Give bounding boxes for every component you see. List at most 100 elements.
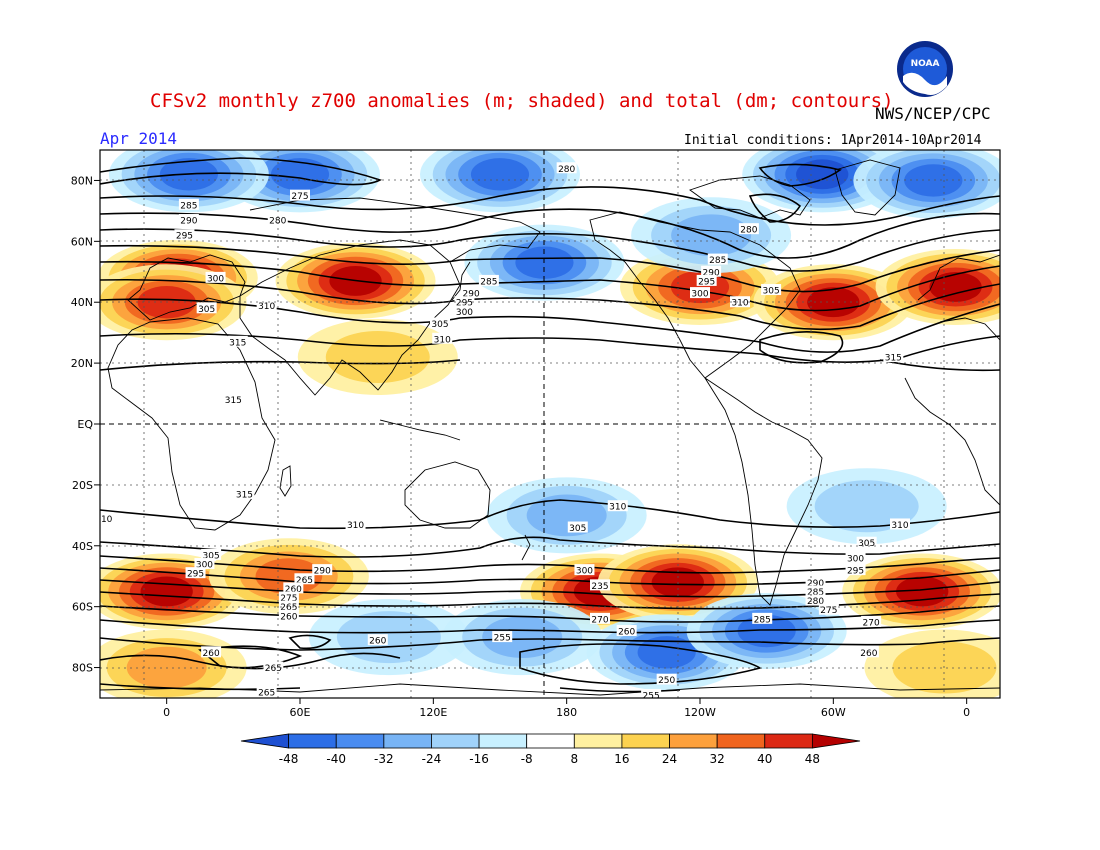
contour-label: 290 [178, 214, 199, 227]
svg-text:310: 310 [347, 521, 364, 531]
colorbar-swatch [383, 733, 432, 749]
lat-label: EQ [77, 418, 93, 431]
colorbar-swatch [621, 733, 670, 749]
anomaly-center [875, 249, 1000, 325]
colorbar-label: -8 [521, 752, 533, 766]
colorbar-label: 24 [662, 752, 677, 766]
contour-label: 310 [256, 299, 277, 312]
svg-text:10: 10 [101, 515, 113, 525]
svg-text:315: 315 [225, 396, 242, 406]
svg-text:300: 300 [196, 561, 213, 571]
anomaly-shade [737, 614, 796, 648]
contour-label: 270 [590, 612, 610, 625]
colorbar-swatch [288, 733, 337, 749]
contour-label: 315 [234, 488, 255, 501]
svg-text:280: 280 [558, 165, 575, 175]
contour-label: 265 [263, 661, 284, 674]
lat-label: 20S [72, 479, 93, 492]
lat-label: 40N [71, 296, 93, 309]
contour-label: 300 [205, 271, 226, 284]
contour-label: 260 [278, 609, 299, 622]
svg-text:280: 280 [269, 217, 286, 227]
contour-label: 295 [185, 567, 206, 580]
svg-text:315: 315 [885, 354, 902, 364]
agency-label: NWS/NCEP/CPC [875, 104, 991, 123]
contour-label: 260 [283, 582, 304, 595]
contour-label: 310 [890, 518, 910, 531]
svg-text:260: 260 [280, 612, 297, 622]
colorbar-label: 16 [614, 752, 629, 766]
contour-label: 260 [367, 634, 388, 647]
lon-label: 120E [419, 706, 447, 719]
colorbar-swatch [716, 733, 766, 749]
svg-text:295: 295 [456, 299, 473, 309]
anomaly-shade [904, 164, 963, 197]
contour-label: 260 [616, 625, 637, 638]
contour-label: 285 [805, 585, 826, 598]
colorbar-swatch [335, 733, 385, 749]
svg-text:315: 315 [229, 338, 246, 348]
svg-text:290: 290 [463, 290, 480, 300]
lon-label: 180 [556, 706, 577, 719]
contour-label: 305 [856, 536, 877, 549]
svg-text:315: 315 [236, 491, 253, 501]
colorbar-swatch [573, 733, 623, 749]
contour-label: 275 [818, 603, 839, 616]
svg-text:305: 305 [858, 539, 875, 549]
lat-label: 60N [71, 235, 93, 248]
svg-text:260: 260 [203, 649, 220, 659]
svg-text:260: 260 [369, 637, 386, 647]
contour-label: 280 [267, 214, 288, 227]
svg-text:310: 310 [434, 335, 451, 345]
svg-text:310: 310 [609, 503, 626, 513]
lon-label: 60E [290, 706, 311, 719]
contour-label: 290 [312, 564, 333, 577]
colorbar-label: 48 [805, 752, 820, 766]
contour-label: 280 [805, 594, 826, 607]
svg-text:305: 305 [431, 320, 448, 330]
svg-text:295: 295 [187, 570, 204, 580]
svg-text:255: 255 [643, 691, 660, 701]
lon-label: 0 [963, 706, 970, 719]
colorbar-swatch [240, 733, 290, 749]
colorbar-swatch [669, 733, 718, 749]
logo-text: NOAA [911, 59, 940, 69]
svg-text:280: 280 [740, 226, 757, 236]
contour-label: 300 [454, 305, 475, 318]
svg-text:275: 275 [280, 594, 297, 604]
contour-label: 305 [196, 302, 217, 315]
contour-label: 285 [178, 198, 199, 211]
contour-label: 265 [256, 685, 277, 698]
anomaly-shade [336, 611, 441, 664]
svg-text:295: 295 [176, 232, 193, 242]
svg-text:305: 305 [763, 287, 780, 297]
contour-label: 305 [201, 548, 222, 561]
anomaly-shade [325, 331, 430, 384]
lat-label: 20N [71, 357, 93, 370]
contour-label: 315 [223, 393, 244, 406]
svg-text:235: 235 [591, 582, 608, 592]
svg-text:310: 310 [258, 302, 275, 312]
contour-label: 295 [696, 274, 717, 287]
svg-text:250: 250 [658, 676, 675, 686]
anomaly-shade [126, 646, 207, 689]
svg-text:295: 295 [698, 277, 715, 287]
contour-label: 290 [805, 576, 826, 589]
svg-text:290: 290 [180, 217, 197, 227]
contour-label: 300 [845, 551, 866, 564]
svg-text:300: 300 [691, 290, 708, 300]
contour-label: 280 [738, 223, 759, 236]
anomaly-shade [270, 158, 330, 191]
svg-text:260: 260 [618, 628, 635, 638]
colorbar-label: -48 [279, 752, 299, 766]
svg-text:285: 285 [480, 277, 497, 287]
latitude-labels: 80N 60N 40N 20N EQ 20S 40S 60S 80S [71, 174, 100, 675]
contour-label: 305 [567, 521, 588, 534]
svg-text:295: 295 [847, 567, 864, 577]
colorbar-swatch [526, 733, 575, 749]
svg-text:285: 285 [754, 615, 771, 625]
svg-text:270: 270 [863, 618, 880, 628]
anomaly-shade [140, 576, 193, 607]
svg-text:305: 305 [569, 524, 586, 534]
